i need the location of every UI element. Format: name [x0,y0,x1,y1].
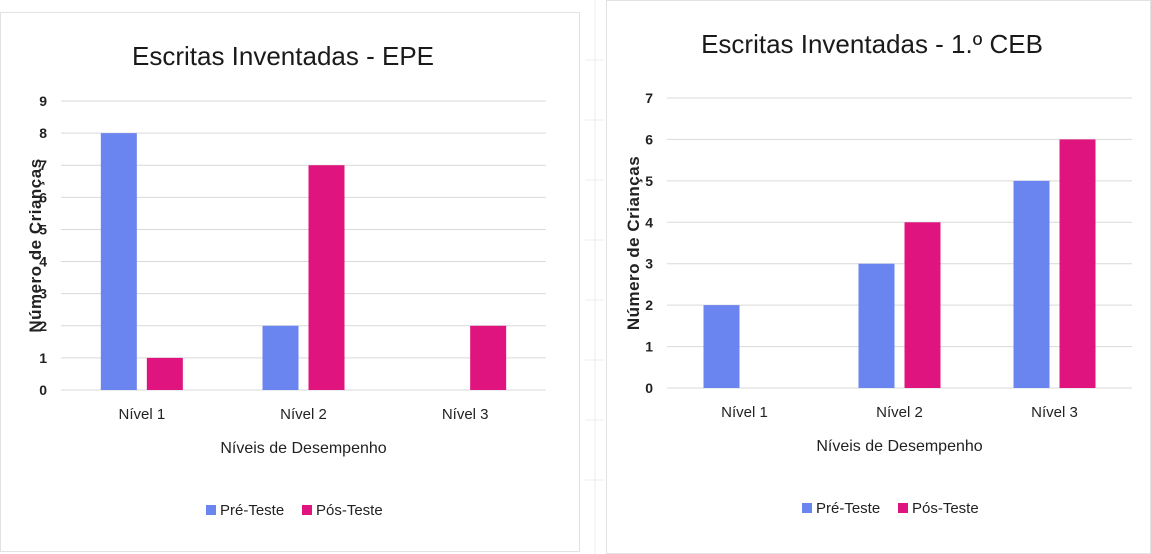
x-tick-label: Nível 1 [118,406,165,423]
y-tick-label: 6 [645,131,653,147]
bar-pre-teste-2 [262,325,299,390]
bar-pre-teste-1 [703,305,740,388]
chart-1ceb-svg: Escritas Inventadas - 1.º CEB 0 1 2 3 4 5 6 7 Nív… [624,29,1132,517]
y-tick-label: 1 [645,339,653,355]
x-tick-label: Nível 2 [280,406,327,423]
y-tick-label: 3 [39,286,47,302]
y-tick-label: 3 [645,256,653,272]
x-axis-title: Níveis de Desempenho [220,440,386,457]
y-axis-title: Número de Crianças [624,156,643,330]
legend-swatch-pre-teste [802,503,812,513]
legend-label-pos-teste: Pós-Teste [316,502,383,519]
bar-pos-teste-3 [470,325,507,390]
y-axis-title: Número de Crianças [26,158,45,332]
bar-pre-teste-2 [858,263,895,388]
y-tick-label: 6 [39,189,47,205]
bar-pos-teste-2 [308,165,345,390]
y-tick-label: 7 [645,90,653,106]
y-tick-label: 1 [39,350,47,366]
legend-label-pre-teste: Pré-Teste [816,500,880,517]
x-tick-label: Nível 3 [442,406,489,423]
y-tick-label: 4 [39,254,47,270]
x-tick-label: Nível 2 [876,404,923,421]
y-tick-label: 0 [645,380,653,396]
y-tick-label: 4 [645,214,653,230]
legend-swatch-pos-teste [898,503,908,513]
chart-title: Escritas Inventadas - EPE [132,41,434,71]
y-tick-label: 2 [645,297,653,313]
bar-pre-teste-1 [100,133,137,390]
chart-title: Escritas Inventadas - 1.º CEB [701,29,1043,59]
bar-pos-teste-2 [904,222,941,388]
y-tick-label: 9 [39,93,47,109]
y-tick-label: 7 [39,157,47,173]
y-tick-label: 2 [39,318,47,334]
x-tick-label: Nível 1 [721,404,768,421]
y-tick-label: 0 [39,382,47,398]
chart-epe-svg: Escritas Inventadas - EPE 0 1 2 3 4 5 6 7 8 9 Nível… [26,41,546,519]
x-tick-label: Nível 3 [1031,404,1078,421]
chart-1ceb: Escritas Inventadas - 1.º CEB 0 1 2 3 4 5 6 7 Nív… [606,0,1151,554]
legend-swatch-pre-teste [206,505,216,515]
y-tick-label: 8 [39,125,47,141]
legend-label-pre-teste: Pré-Teste [220,502,284,519]
bar-pre-teste-3 [1013,180,1050,388]
x-axis-title: Níveis de Desempenho [816,438,982,455]
y-tick-label: 5 [645,173,653,189]
bar-pos-teste-3 [1059,139,1096,388]
bar-pos-teste-1 [146,357,183,390]
chart-epe: Escritas Inventadas - EPE 0 1 2 3 4 5 6 7 8 9 Nível… [0,12,580,552]
legend-swatch-pos-teste [302,505,312,515]
legend-label-pos-teste: Pós-Teste [912,500,979,517]
y-tick-label: 5 [39,221,47,237]
